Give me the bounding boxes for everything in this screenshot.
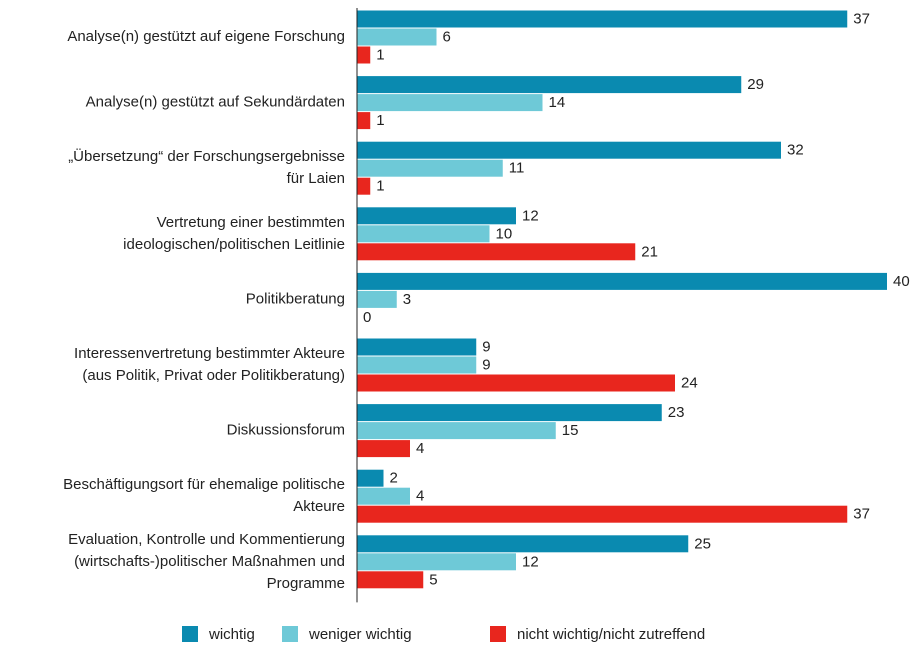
legend-swatch <box>282 626 298 642</box>
category-label: (wirtschafts-)politischer Maßnahmen und <box>74 553 345 570</box>
bar <box>357 112 371 130</box>
value-label: 12 <box>522 207 539 224</box>
legend-swatch <box>490 626 506 642</box>
legend-label: wichtig <box>208 626 255 643</box>
value-label: 1 <box>376 178 384 195</box>
value-label: 14 <box>549 94 566 111</box>
legend-label: nicht wichtig/nicht zutreffend <box>517 626 705 643</box>
bar <box>357 76 742 94</box>
bar <box>357 535 689 553</box>
category-label: Interessenvertretung bestimmter Akteure <box>74 345 345 362</box>
category-label: Evaluation, Kontrolle und Kommentierung <box>68 531 345 548</box>
bar <box>357 94 543 112</box>
value-label: 1 <box>376 112 384 129</box>
value-label: 15 <box>562 422 579 439</box>
bar <box>357 141 781 159</box>
value-label: 37 <box>853 10 870 27</box>
bar <box>357 46 371 64</box>
value-label: 32 <box>787 142 804 159</box>
value-label: 37 <box>853 506 870 523</box>
category-label: Analyse(n) gestützt auf eigene Forschung <box>67 28 345 45</box>
bar <box>357 553 516 571</box>
bar <box>357 272 887 290</box>
bar <box>357 177 371 195</box>
value-label: 11 <box>509 160 525 177</box>
value-label: 10 <box>496 225 513 242</box>
bar <box>357 356 477 374</box>
category-label: „Übersetzung“ der Forschungsergebnisse <box>68 147 345 165</box>
value-label: 24 <box>681 374 698 391</box>
bar <box>357 469 384 487</box>
value-label: 2 <box>390 470 398 487</box>
bar <box>357 571 424 589</box>
bar <box>357 404 662 422</box>
category-label: Politikberatung <box>246 290 345 307</box>
category-label: für Laien <box>287 170 345 187</box>
bar <box>357 225 490 243</box>
bar <box>357 374 675 392</box>
value-label: 4 <box>416 488 424 505</box>
bar <box>357 243 636 261</box>
category-label: Vertretung einer bestimmten <box>157 214 345 231</box>
value-label: 23 <box>668 404 685 421</box>
value-label: 6 <box>443 28 451 45</box>
bar <box>357 487 410 505</box>
bar <box>357 10 848 28</box>
bar <box>357 505 848 523</box>
bar <box>357 207 516 225</box>
category-label: (aus Politik, Privat oder Politikberatun… <box>82 367 345 384</box>
bar <box>357 290 397 308</box>
category-label: Programme <box>267 575 345 592</box>
value-label: 12 <box>522 553 539 570</box>
category-label: ideologischen/politischen Leitlinie <box>123 236 345 253</box>
legend-swatch <box>182 626 198 642</box>
bar <box>357 28 437 46</box>
value-label: 9 <box>482 338 490 355</box>
bar <box>357 338 477 356</box>
bar <box>357 159 503 177</box>
value-label: 9 <box>482 356 490 373</box>
value-label: 4 <box>416 440 424 457</box>
value-label: 3 <box>403 291 411 308</box>
category-label: Diskussionsforum <box>227 422 345 439</box>
category-label: Analyse(n) gestützt auf Sekundärdaten <box>86 94 345 111</box>
value-label: 1 <box>376 46 384 63</box>
legend-label: weniger wichtig <box>308 626 412 643</box>
value-label: 29 <box>747 76 764 93</box>
category-label: Beschäftigungsort für ehemalige politisc… <box>63 476 345 493</box>
value-label: 40 <box>893 273 910 290</box>
value-label: 0 <box>363 309 371 326</box>
value-label: 5 <box>429 571 437 588</box>
value-label: 21 <box>641 243 658 260</box>
value-label: 25 <box>694 535 711 552</box>
category-label: Akteure <box>293 498 345 515</box>
bar <box>357 422 556 440</box>
bar <box>357 440 410 458</box>
